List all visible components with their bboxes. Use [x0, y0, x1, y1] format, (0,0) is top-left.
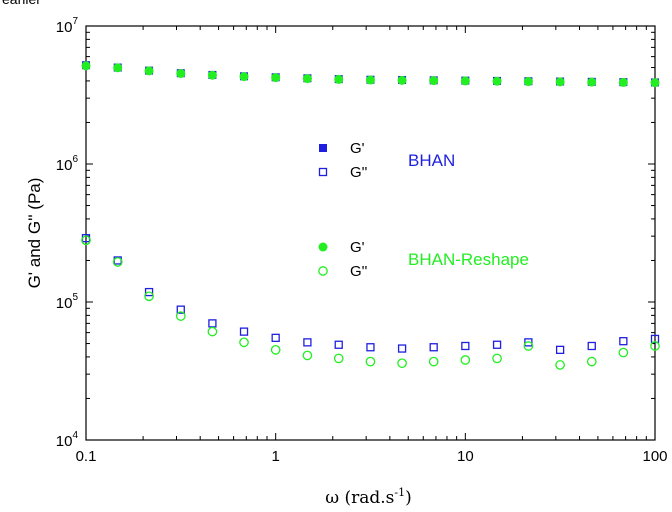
data-point — [461, 341, 470, 351]
series-bhan-reshape-storage-modulus — [81, 61, 660, 88]
data-point — [175, 311, 186, 321]
data-point — [144, 287, 154, 297]
legend-entry-label: G' — [350, 239, 365, 256]
axis-ticks: 0.1 1 10 100 104 105 106 107 — [56, 16, 668, 465]
data-point — [207, 70, 217, 80]
data-point — [334, 74, 344, 84]
data-point — [176, 68, 186, 78]
x-axis-label-close: ) — [405, 488, 412, 508]
legend-marker — [319, 144, 327, 152]
x-tick-label: 100 — [642, 448, 667, 465]
data-point — [176, 305, 185, 314]
legend-entry-label: G'' — [350, 164, 368, 181]
data-point — [492, 353, 502, 364]
data-point — [239, 337, 249, 348]
data-point — [650, 78, 660, 88]
data-point — [650, 341, 660, 351]
plot-frame — [85, 25, 656, 441]
data-point — [492, 76, 502, 86]
series-bhan-reshape-loss-modulus — [81, 235, 660, 370]
y-tick-label: 107 — [56, 16, 79, 36]
x-axis-label-sup: -1 — [394, 486, 405, 499]
data-point — [460, 355, 471, 365]
data-point — [366, 343, 375, 352]
data-point — [239, 72, 249, 82]
clipped-caption: earlier — [2, 0, 41, 7]
data-point — [555, 77, 565, 87]
data-point — [239, 327, 249, 336]
y-tick-label: 104 — [56, 430, 79, 450]
data-point — [555, 360, 565, 370]
data-point — [271, 73, 281, 83]
legend-marker — [318, 167, 328, 177]
data-point — [587, 77, 597, 87]
data-point — [302, 74, 312, 84]
data-point — [587, 341, 596, 351]
data-point — [81, 61, 91, 71]
data-point — [618, 77, 628, 87]
y-tick-label: 105 — [56, 292, 79, 312]
data-point — [81, 235, 91, 246]
data-marks — [81, 61, 660, 370]
data-point — [113, 63, 123, 73]
x-axis-label: ω (rad.s-1) — [325, 486, 412, 508]
data-point — [523, 77, 533, 87]
legend-group-title: BHAN-Reshape — [408, 250, 529, 269]
data-point — [365, 356, 376, 367]
x-tick-label: 10 — [457, 448, 474, 465]
x-axis-label-main: ω (rad.s — [325, 488, 394, 508]
y-axis-label: G' and G'' (Pa) — [25, 178, 44, 289]
data-point — [586, 356, 597, 367]
legend-marker — [318, 242, 328, 252]
data-point — [207, 326, 218, 337]
series-bhan-loss-modulus — [81, 234, 660, 355]
y-tick-label: 106 — [56, 154, 79, 174]
data-point — [302, 350, 313, 361]
data-point — [618, 347, 629, 358]
data-point — [429, 76, 439, 86]
data-point — [428, 356, 439, 367]
data-point — [523, 341, 534, 351]
data-point — [429, 343, 438, 352]
data-point — [144, 66, 154, 76]
data-point — [303, 338, 312, 347]
data-point — [271, 333, 280, 342]
data-point — [334, 340, 343, 349]
data-point — [492, 340, 502, 349]
legend-group-title: BHAN — [408, 151, 455, 170]
legend-marker — [318, 266, 328, 276]
data-point — [333, 353, 344, 364]
data-point — [619, 337, 628, 346]
data-point — [270, 345, 281, 355]
data-point — [397, 75, 407, 85]
x-tick-label: 1 — [271, 448, 279, 465]
data-point — [524, 338, 533, 347]
legend-entry-label: G' — [350, 140, 365, 157]
legend: G' G'' BHAN G' G'' BHAN-Reshape — [318, 140, 529, 280]
data-point — [208, 319, 217, 328]
data-point — [365, 75, 375, 85]
data-point — [397, 358, 407, 369]
legend-entry-label: G'' — [350, 263, 368, 280]
data-point — [112, 257, 123, 267]
data-point — [460, 76, 470, 86]
data-point — [397, 344, 407, 353]
data-point — [555, 345, 565, 355]
data-point — [144, 291, 154, 302]
x-tick-label: 0.1 — [76, 448, 97, 465]
